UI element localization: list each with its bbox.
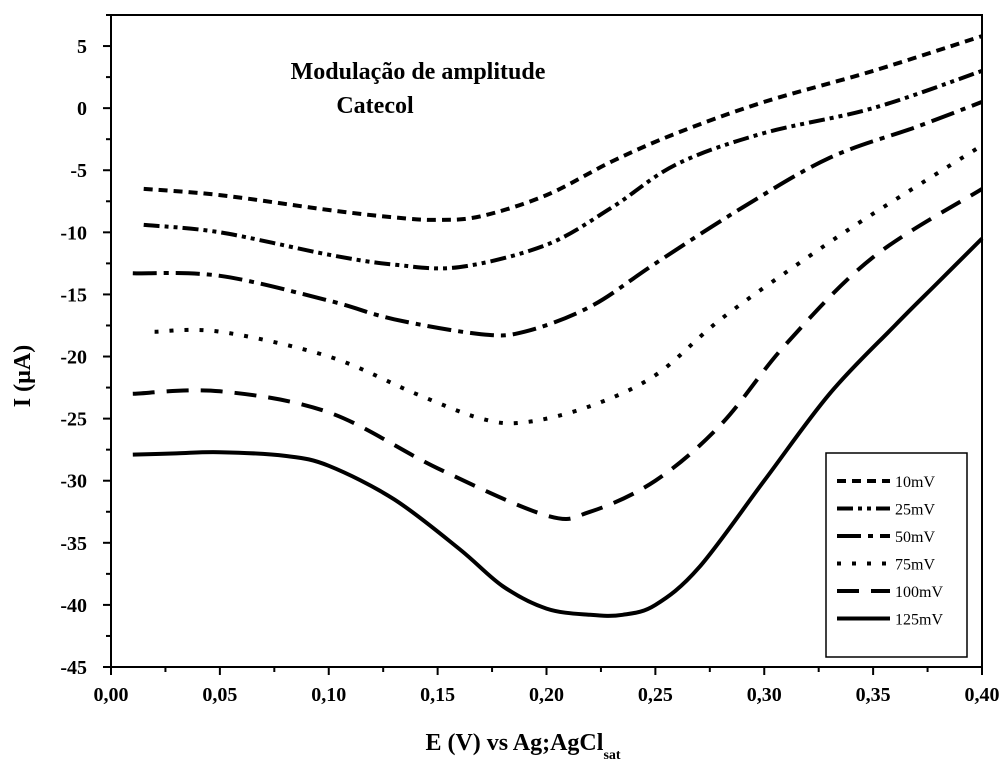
- y-axis-title: I (µA): [10, 345, 36, 407]
- series-line-100mV: [132, 187, 984, 522]
- series-line-75mV: [154, 143, 984, 426]
- series-line-10mV: [143, 34, 983, 222]
- series-line-125mV: [132, 237, 984, 618]
- series-layer: [132, 34, 984, 618]
- annotation-title: Modulação de amplitude: [291, 59, 546, 85]
- x-tick-label: 0,10: [311, 684, 346, 706]
- legend-label: 10mV: [895, 474, 935, 491]
- x-tick-label: 0,35: [856, 684, 891, 706]
- legend-label: 125mV: [895, 612, 943, 629]
- x-tick-label: 0,20: [529, 684, 564, 706]
- x-tick-label: 0,00: [94, 684, 129, 706]
- y-tick-label: 0: [77, 98, 87, 120]
- y-tick-label: -45: [60, 657, 87, 679]
- y-tick-label: -15: [60, 284, 87, 306]
- x-axis-title-subscript: sat: [603, 748, 620, 763]
- series-line-25mV: [143, 69, 983, 271]
- y-tick-label: -20: [60, 347, 87, 369]
- y-tick-label: -40: [60, 595, 87, 617]
- x-axis-title: E (V) vs Ag;AgClsat: [425, 730, 620, 763]
- x-tick-label: 0,25: [638, 684, 673, 706]
- legend: 10mV 25mV 50mV 75mV 100mV 125mV: [825, 452, 968, 658]
- legend-label: 75mV: [895, 557, 935, 574]
- y-tick-label: -5: [70, 160, 87, 182]
- x-axis-title-main: E (V) vs Ag;AgCl: [425, 730, 603, 756]
- x-tick-label: 0,15: [420, 684, 455, 706]
- legend-box: [825, 452, 968, 658]
- y-tick-label: -35: [60, 533, 87, 555]
- legend-label: 50mV: [895, 529, 935, 546]
- ticks-layer: 0,00 0,05 0,10 0,15 0,20 0,25 0,30 0,35 0,40 5 0 -5…: [60, 14, 1000, 706]
- y-tick-label: 5: [77, 36, 87, 58]
- series-line-50mV: [132, 100, 983, 338]
- x-tick-label: 0,40: [965, 684, 1000, 706]
- x-tick-label: 0,30: [747, 684, 782, 706]
- legend-label: 25mV: [895, 502, 935, 519]
- annotation-subtitle: Catecol: [336, 93, 414, 119]
- y-tick-label: -25: [60, 409, 87, 431]
- x-tick-label: 0,05: [202, 684, 237, 706]
- legend-label: 100mV: [895, 584, 943, 601]
- y-tick-label: -10: [60, 222, 87, 244]
- y-tick-label: -30: [60, 471, 87, 493]
